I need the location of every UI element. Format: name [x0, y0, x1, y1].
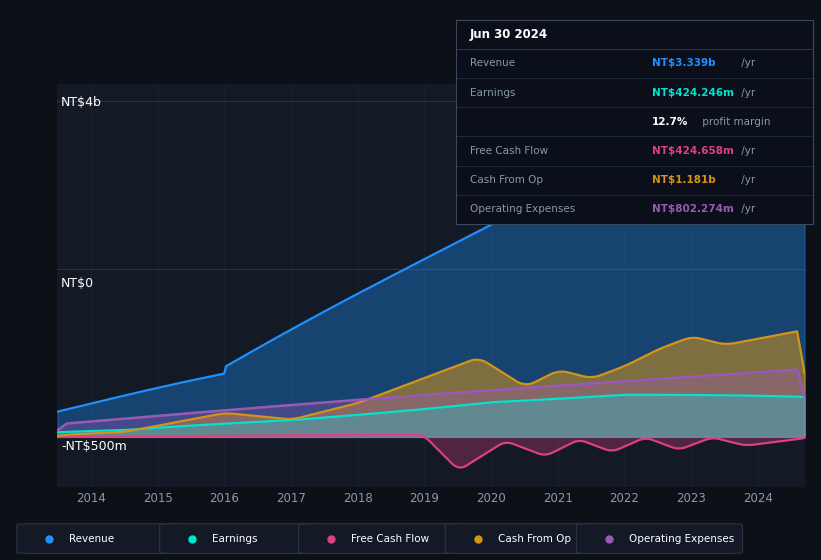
FancyBboxPatch shape: [299, 524, 465, 553]
Text: /yr: /yr: [738, 204, 755, 214]
Text: /yr: /yr: [738, 175, 755, 185]
Text: NT$424.246m: NT$424.246m: [652, 87, 734, 97]
Text: Revenue: Revenue: [470, 58, 515, 68]
Text: Free Cash Flow: Free Cash Flow: [351, 534, 429, 544]
Text: Operating Expenses: Operating Expenses: [629, 534, 734, 544]
FancyBboxPatch shape: [17, 524, 183, 553]
Text: Free Cash Flow: Free Cash Flow: [470, 146, 548, 156]
Text: 2024: 2024: [743, 492, 773, 505]
Text: NT$0: NT$0: [62, 277, 94, 290]
Text: Earnings: Earnings: [212, 534, 258, 544]
Text: 2018: 2018: [343, 492, 373, 505]
Text: 2020: 2020: [476, 492, 506, 505]
Text: 12.7%: 12.7%: [652, 117, 689, 127]
Text: Jun 30 2024: Jun 30 2024: [470, 27, 548, 41]
Text: Operating Expenses: Operating Expenses: [470, 204, 576, 214]
Text: NT$424.658m: NT$424.658m: [652, 146, 734, 156]
Text: Earnings: Earnings: [470, 87, 516, 97]
Text: 2022: 2022: [609, 492, 640, 505]
Text: NT$4b: NT$4b: [62, 96, 102, 109]
Text: NT$802.274m: NT$802.274m: [652, 204, 734, 214]
Text: -NT$500m: -NT$500m: [62, 440, 127, 454]
Text: /yr: /yr: [738, 87, 755, 97]
FancyBboxPatch shape: [160, 524, 326, 553]
FancyBboxPatch shape: [576, 524, 742, 553]
Text: profit margin: profit margin: [699, 117, 770, 127]
Text: 2015: 2015: [143, 492, 172, 505]
Text: 2021: 2021: [543, 492, 573, 505]
Text: Cash From Op: Cash From Op: [470, 175, 543, 185]
Text: 2016: 2016: [209, 492, 239, 505]
FancyBboxPatch shape: [445, 524, 611, 553]
Text: Cash From Op: Cash From Op: [498, 534, 571, 544]
Text: NT$3.339b: NT$3.339b: [652, 58, 716, 68]
Text: 2023: 2023: [677, 492, 706, 505]
Text: 2014: 2014: [76, 492, 106, 505]
Text: 2019: 2019: [410, 492, 439, 505]
Text: /yr: /yr: [738, 146, 755, 156]
Text: 2017: 2017: [276, 492, 306, 505]
Text: Revenue: Revenue: [70, 534, 114, 544]
Text: /yr: /yr: [738, 58, 755, 68]
Text: NT$1.181b: NT$1.181b: [652, 175, 716, 185]
